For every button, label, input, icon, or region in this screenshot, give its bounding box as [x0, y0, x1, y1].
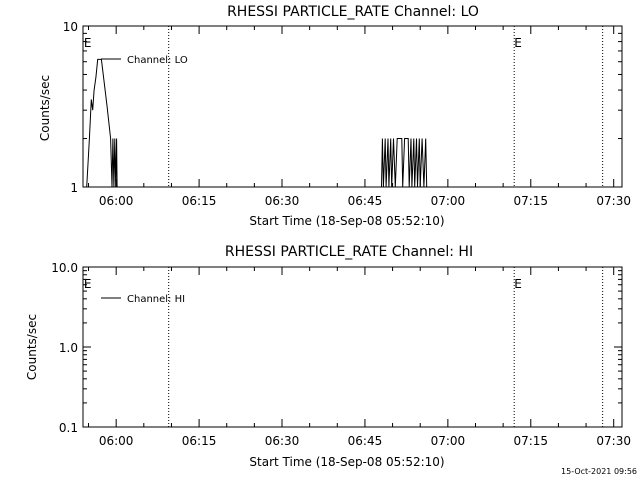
x-axis-label-hi: Start Time (18-Sep-08 05:52:10)	[249, 455, 444, 469]
x-tick-label-lo: 06:45	[348, 194, 383, 208]
event-marker-label-lo: E	[84, 36, 92, 50]
x-tick-label-hi: 06:30	[265, 434, 300, 448]
x-tick-label-lo: 07:15	[513, 194, 548, 208]
series-trace-lo	[381, 138, 428, 188]
event-marker-label-lo: E	[514, 36, 522, 50]
x-tick-label-hi: 07:15	[513, 434, 548, 448]
footer-timestamp: 15-Oct-2021 09:56	[561, 467, 637, 476]
x-tick-label-hi: 06:00	[99, 434, 134, 448]
y-tick-label-hi: 10.0	[51, 261, 78, 275]
y-tick-label-lo: 10	[63, 20, 78, 34]
chart-title-hi: RHESSI PARTICLE_RATE Channel: HI	[225, 244, 473, 260]
chart-title-lo: RHESSI PARTICLE_RATE Channel: LO	[227, 4, 479, 20]
plot-frame-lo	[82, 25, 623, 188]
series-trace-lo	[86, 58, 118, 188]
x-tick-label-hi: 06:45	[348, 434, 383, 448]
y-tick-label-lo: 1	[70, 181, 78, 195]
x-tick-label-lo: 06:00	[99, 194, 134, 208]
x-tick-label-hi: 07:00	[431, 434, 466, 448]
legend-label-hi: Channel: HI	[127, 294, 185, 305]
chart-dynamic-layer: 06:00 06:15 06:30 06:45 07:00 07:15 07:30 1 10 E E…	[51, 20, 631, 448]
x-tick-label-hi: 07:30	[596, 434, 631, 448]
y-tick-label-hi: 0.1	[59, 421, 78, 435]
x-tick-label-lo: 07:00	[431, 194, 466, 208]
x-tick-label-lo: 06:15	[182, 194, 217, 208]
y-axis-label-hi: Counts/sec	[25, 314, 39, 380]
plot-frame-hi	[82, 266, 623, 428]
x-axis-label-lo: Start Time (18-Sep-08 05:52:10)	[249, 214, 444, 228]
y-tick-label-hi: 1.0	[59, 341, 78, 355]
y-axis-label-lo: Counts/sec	[38, 75, 52, 141]
x-tick-label-lo: 06:30	[265, 194, 300, 208]
legend-label-lo: Channel: LO	[127, 55, 188, 66]
event-marker-label-hi: E	[84, 277, 92, 291]
x-tick-label-hi: 06:15	[182, 434, 217, 448]
x-tick-label-lo: 07:30	[596, 194, 631, 208]
event-marker-label-hi: E	[514, 277, 522, 291]
